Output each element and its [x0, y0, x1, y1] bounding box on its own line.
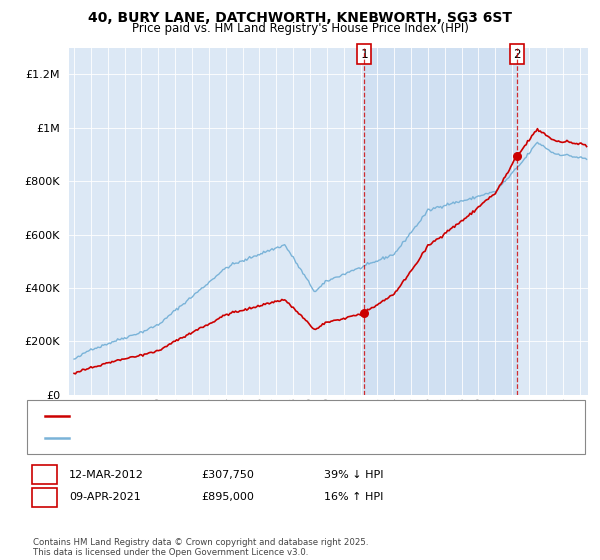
Text: Price paid vs. HM Land Registry's House Price Index (HPI): Price paid vs. HM Land Registry's House …: [131, 22, 469, 35]
Text: 2: 2: [513, 48, 520, 60]
Text: £895,000: £895,000: [201, 492, 254, 502]
Text: 16% ↑ HPI: 16% ↑ HPI: [324, 492, 383, 502]
Text: HPI: Average price, detached house, East Hertfordshire: HPI: Average price, detached house, East…: [73, 433, 361, 443]
Text: Contains HM Land Registry data © Crown copyright and database right 2025.
This d: Contains HM Land Registry data © Crown c…: [33, 538, 368, 557]
Text: 1: 1: [40, 468, 49, 482]
Text: 40, BURY LANE, DATCHWORTH, KNEBWORTH, SG3 6ST (detached house): 40, BURY LANE, DATCHWORTH, KNEBWORTH, SG…: [73, 410, 451, 421]
Text: 2: 2: [40, 491, 49, 504]
Text: 12-MAR-2012: 12-MAR-2012: [69, 470, 144, 480]
Text: £307,750: £307,750: [201, 470, 254, 480]
Point: [359, 308, 368, 317]
Text: 39% ↓ HPI: 39% ↓ HPI: [324, 470, 383, 480]
Point: [512, 151, 521, 160]
Bar: [364, 48, 517, 395]
Text: 40, BURY LANE, DATCHWORTH, KNEBWORTH, SG3 6ST: 40, BURY LANE, DATCHWORTH, KNEBWORTH, SG…: [88, 11, 512, 25]
Text: 09-APR-2021: 09-APR-2021: [69, 492, 141, 502]
Text: 1: 1: [360, 48, 368, 60]
